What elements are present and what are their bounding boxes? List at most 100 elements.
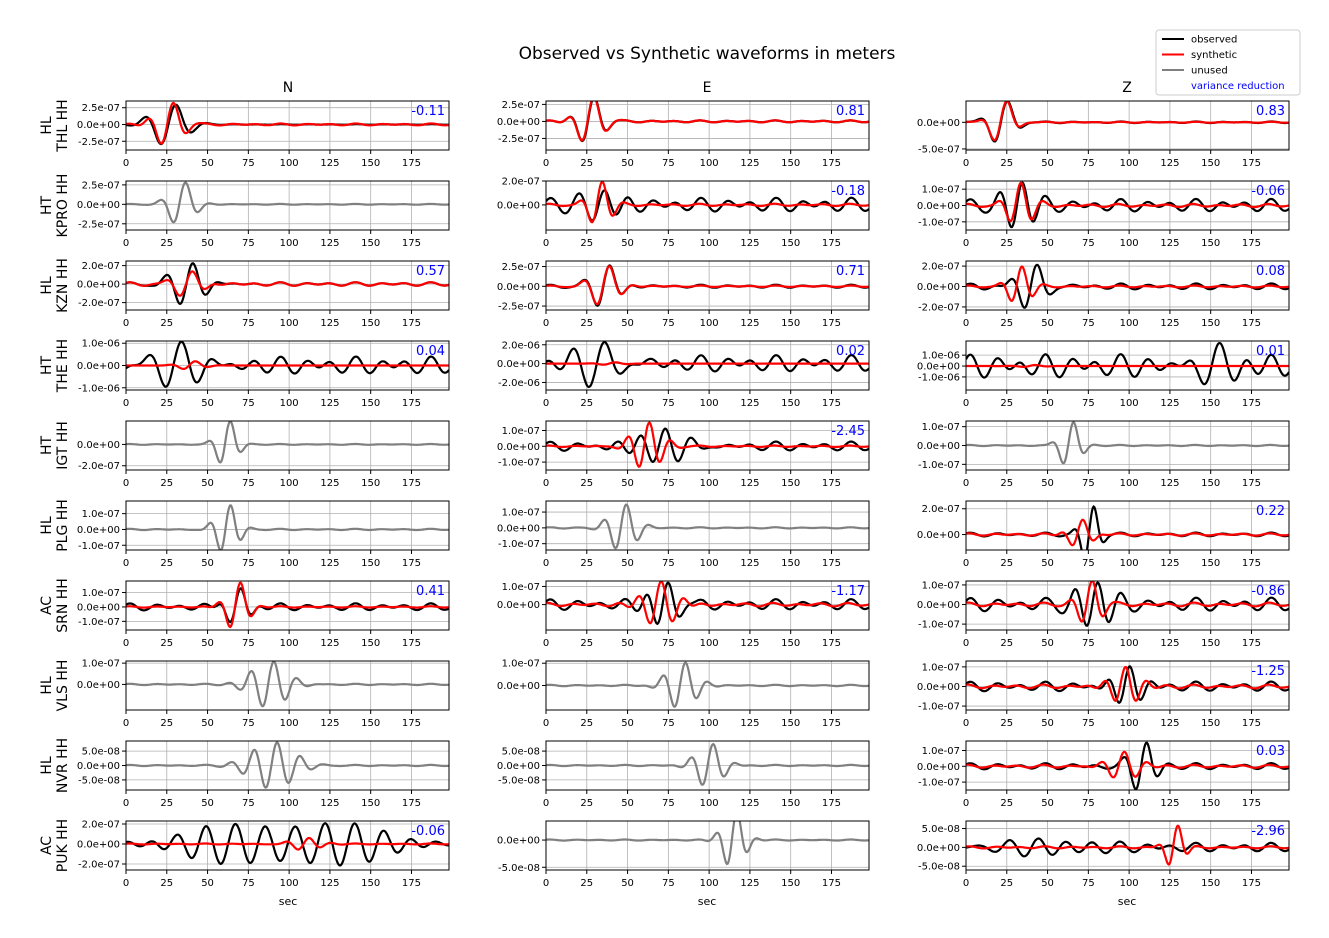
x-tick-label: 50 xyxy=(621,478,634,489)
unused-trace xyxy=(546,742,869,786)
unused-trace xyxy=(546,661,869,708)
x-tick-label: 75 xyxy=(1082,638,1095,649)
panel-thl-z: 0.83 0.0e+00 -5.0e-070 25 50 75 100 125 150 175 xyxy=(917,100,1290,169)
x-tick-label: 100 xyxy=(280,318,299,329)
y-tick-label: -5.0e-08 xyxy=(498,863,540,874)
synthetic-trace xyxy=(966,824,1289,866)
panel-frame xyxy=(965,580,1290,631)
variance-reduction-label: 0.03 xyxy=(1256,744,1285,759)
variance-reduction-label: -0.86 xyxy=(1251,584,1285,599)
x-tick-label: 25 xyxy=(1000,638,1013,649)
panels-grid: HLTHL HH -0.112.5e-070.0e+00-2.5e-070 25 50… xyxy=(39,99,1290,889)
x-tick-label: 50 xyxy=(621,398,634,409)
x-tick-label: 125 xyxy=(1160,238,1179,249)
x-tick-label: 150 xyxy=(361,798,380,809)
variance-reduction-label: 0.71 xyxy=(836,264,865,279)
panel-plg-e: 1.0e-07 0.0e+00 -1.0e-070 25 50 75 100 125 150 17… xyxy=(497,500,870,569)
y-tick-label: -5.0e-08 xyxy=(498,775,540,786)
x-tick-label: 100 xyxy=(280,638,299,649)
x-tick-label: 100 xyxy=(700,638,719,649)
x-tick-label: 125 xyxy=(740,638,759,649)
x-tick-label: 25 xyxy=(580,638,593,649)
y-tick-label: 5.0e-08 xyxy=(82,747,120,758)
variance-reduction-label: 0.57 xyxy=(416,264,445,279)
variance-reduction-label: 0.83 xyxy=(1256,104,1285,119)
x-tick-label: 25 xyxy=(1000,238,1013,249)
x-tick-label: 150 xyxy=(781,718,800,729)
x-tick-label: 150 xyxy=(1201,318,1220,329)
y-tick-label: 0.0e+00 xyxy=(497,200,540,211)
panel-thl-e: 0.81 2.5e-07 0.0e+00 -2.5e-07 0 25 50 75 100 125 1… xyxy=(497,100,870,169)
y-tick-label: 5.0e-08 xyxy=(922,824,960,835)
x-tick-label: 100 xyxy=(280,878,299,889)
station-label: HLKZN HH xyxy=(39,258,71,313)
y-tick-label: 0.0e+00 xyxy=(917,441,960,452)
x-tick-label: 0 xyxy=(963,558,969,569)
panel-frame xyxy=(125,180,450,231)
y-tick-label: -2.5e-07 xyxy=(78,219,120,230)
panel-thl-n: -0.11 2.5e-07 0.0e+00 -2.5e-070 25 50 75 100 125… xyxy=(77,100,450,169)
panel-the-n: 0.04 1.0e-06 0.0e+00 -1.0e-060 25 50 75 100 125 1… xyxy=(77,339,450,409)
x-tick-label: 0 xyxy=(123,878,129,889)
y-tick-label: 0.0e+00 xyxy=(77,440,120,451)
x-tick-label: 50 xyxy=(201,398,214,409)
station-name: IGT HH xyxy=(55,421,71,470)
panel-frame xyxy=(125,420,450,471)
synthetic-trace xyxy=(126,581,449,629)
x-tick-label: 0 xyxy=(543,718,549,729)
observed-trace xyxy=(966,341,1289,386)
panel-frame xyxy=(125,660,450,711)
y-tick-label: -2.5e-07 xyxy=(498,134,540,145)
x-tick-label: 25 xyxy=(1000,318,1013,329)
panel-frame xyxy=(965,660,1290,711)
y-tick-label: 2.5e-07 xyxy=(82,180,120,191)
x-tick-label: 125 xyxy=(320,398,339,409)
y-tick-label: -2.0e-07 xyxy=(78,461,120,472)
y-tick-label: 1.0e-07 xyxy=(922,422,960,433)
synthetic-trace xyxy=(126,270,449,297)
x-tick-label: 125 xyxy=(320,878,339,889)
x-tick-label: 100 xyxy=(280,798,299,809)
y-tick-label: -2.0e-07 xyxy=(78,298,120,309)
x-tick-label: 150 xyxy=(361,718,380,729)
x-tick-label: 175 xyxy=(1242,158,1261,169)
panel-nvr-e: 5.0e-08 0.0e+00 -5.0e-08 0 25 50 75 100 125 150 17… xyxy=(497,740,870,809)
x-tick-label: 0 xyxy=(963,798,969,809)
x-tick-label: 50 xyxy=(1041,558,1054,569)
y-tick-label: 0.0e+00 xyxy=(917,362,960,373)
x-tick-label: 0 xyxy=(123,158,129,169)
x-tick-label: 175 xyxy=(402,158,421,169)
x-tick-label: 125 xyxy=(1160,638,1179,649)
x-tick-label: 75 xyxy=(242,158,255,169)
x-tick-label: 75 xyxy=(242,878,255,889)
x-tick-label: 75 xyxy=(662,558,675,569)
x-tick-label: 0 xyxy=(543,398,549,409)
observed-trace xyxy=(126,587,449,624)
x-tick-label: 50 xyxy=(201,798,214,809)
station-label: HTIGT HH xyxy=(39,421,71,470)
x-tick-label: 175 xyxy=(1242,798,1261,809)
column-title-z: Z xyxy=(1122,80,1132,96)
y-tick-label: 1.0e-07 xyxy=(502,508,540,519)
x-tick-label: 50 xyxy=(201,878,214,889)
x-tick-label: 100 xyxy=(1120,238,1139,249)
panel-kzn-e: 0.71 2.5e-07 0.0e+00 -2.5e-070 25 50 75 100 125 1… xyxy=(497,260,870,329)
x-tick-label: 50 xyxy=(621,878,634,889)
x-tick-label: 25 xyxy=(160,558,173,569)
panel-frame xyxy=(125,820,450,871)
x-tick-label: 150 xyxy=(781,238,800,249)
x-tick-label: 125 xyxy=(740,398,759,409)
x-tick-label: 25 xyxy=(1000,398,1013,409)
y-tick-label: 5.0e-08 xyxy=(502,747,540,758)
x-tick-label: 50 xyxy=(201,478,214,489)
station-label: ACPUK HH xyxy=(39,819,71,872)
x-tick-label: 100 xyxy=(1120,878,1139,889)
synthetic-trace xyxy=(126,101,449,145)
x-tick-label: 150 xyxy=(1201,238,1220,249)
variance-reduction-label: -1.17 xyxy=(831,584,865,599)
y-tick-label: 2.0e-06 xyxy=(502,340,540,351)
station-label: ACSRN HH xyxy=(39,578,71,633)
x-tick-label: 75 xyxy=(1082,158,1095,169)
y-tick-label: 0.0e+00 xyxy=(497,359,540,370)
